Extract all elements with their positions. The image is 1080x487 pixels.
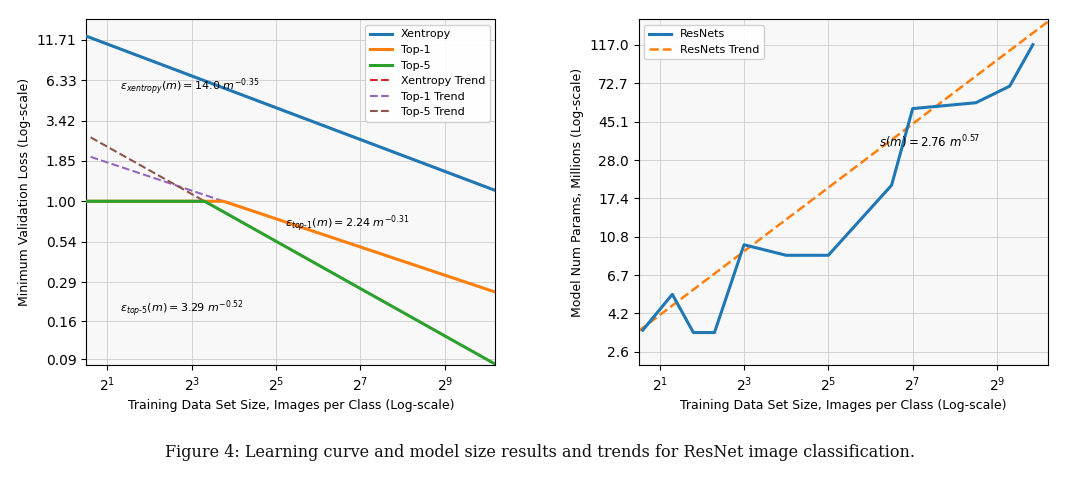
Xentropy Trend <box>489 187 502 193</box>
Xentropy <box>301 117 314 123</box>
Top-1 Trend <box>94 157 107 163</box>
ResNets Trend <box>976 68 989 74</box>
Line: ResNets Trend: ResNets Trend <box>638 22 1048 331</box>
Top-5 <box>415 320 428 326</box>
Top-1 <box>323 234 336 240</box>
Text: $\varepsilon_{top\text{-}5}(m) = 3.29\ m^{-0.52}$: $\varepsilon_{top\text{-}5}(m) = 3.29\ m… <box>120 298 244 319</box>
Top-5 Trend <box>90 138 103 144</box>
Top-1 <box>80 198 93 204</box>
Xentropy <box>480 184 492 190</box>
Line: ResNets: ResNets <box>643 45 1032 333</box>
Legend: ResNets, ResNets Trend: ResNets, ResNets Trend <box>644 25 764 59</box>
Xentropy Trend <box>84 35 97 41</box>
Xentropy <box>323 125 336 131</box>
Top-5 <box>489 361 502 367</box>
Line: Xentropy Trend: Xentropy Trend <box>91 38 496 190</box>
Top-5 Trend <box>122 156 135 162</box>
Line: Top-1 Trend: Top-1 Trend <box>91 157 255 212</box>
ResNets <box>1026 42 1039 48</box>
ResNets <box>906 106 919 112</box>
Top-1 <box>415 264 428 270</box>
Y-axis label: Model Num Params, Millions (Log-scale): Model Num Params, Millions (Log-scale) <box>570 68 583 317</box>
Top-1 Trend <box>248 209 261 215</box>
Line: Xentropy: Xentropy <box>86 36 496 190</box>
Xentropy Trend <box>324 125 337 131</box>
ResNets <box>666 291 679 297</box>
Top-1 Trend <box>241 206 254 212</box>
ResNets <box>1003 83 1016 89</box>
ResNets <box>636 327 649 333</box>
Xentropy Trend <box>451 173 464 179</box>
Xentropy <box>276 108 289 113</box>
Xentropy <box>274 107 287 112</box>
ResNets Trend <box>1041 19 1054 25</box>
Line: Top-5 Trend: Top-5 Trend <box>91 137 234 218</box>
Xentropy Trend <box>85 36 98 41</box>
Xentropy Trend <box>325 126 338 131</box>
Top-5 <box>323 268 336 274</box>
ResNets Trend <box>1003 48 1016 54</box>
Top-1 Trend <box>127 169 140 174</box>
Xentropy <box>489 187 502 193</box>
ResNets Trend <box>874 145 887 151</box>
Top-1 <box>301 226 314 232</box>
Text: Figure 4: Learning curve and model size results and trends for ResNet image clas: Figure 4: Learning curve and model size … <box>165 445 915 461</box>
ResNets <box>886 182 899 188</box>
Xentropy <box>415 160 428 166</box>
Top-5 <box>480 356 492 362</box>
ResNets <box>780 252 793 258</box>
ResNets <box>708 330 721 336</box>
Xentropy Trend <box>332 128 345 134</box>
Top-1 <box>274 217 287 223</box>
Top-1 Trend <box>84 154 97 160</box>
Top-5 Trend <box>84 134 97 140</box>
Xentropy Trend <box>426 164 438 169</box>
Top-5 Trend <box>228 215 241 221</box>
ResNets Trend <box>632 328 645 334</box>
Line: Top-5: Top-5 <box>86 201 496 364</box>
ResNets <box>822 252 835 258</box>
Top-5 Trend <box>111 150 124 155</box>
ResNets Trend <box>882 139 895 145</box>
Top-5 <box>80 198 93 204</box>
Top-1 <box>489 289 502 295</box>
X-axis label: Training Data Set Size, Images per Class (Log-scale): Training Data Set Size, Images per Class… <box>679 399 1007 412</box>
Text: $\varepsilon_{top\text{-}1}(m) = 2.24\ m^{-0.31}$: $\varepsilon_{top\text{-}1}(m) = 2.24\ m… <box>285 213 409 234</box>
ResNets <box>970 100 983 106</box>
Top-5 Trend <box>93 139 106 145</box>
Top-5 <box>274 241 287 247</box>
Top-5 <box>276 243 289 248</box>
Y-axis label: Minimum Validation Loss (Log-scale): Minimum Validation Loss (Log-scale) <box>18 78 31 306</box>
Text: $\varepsilon_{xentropy}(m) = 14.0\ m^{-0.35}$: $\varepsilon_{xentropy}(m) = 14.0\ m^{-0… <box>120 75 259 97</box>
Top-1 Trend <box>91 156 104 162</box>
Text: $s(m) = 2.76\ m^{0.57}$: $s(m) = 2.76\ m^{0.57}$ <box>879 133 981 150</box>
Top-5 Trend <box>215 208 228 214</box>
Top-5 Trend <box>220 211 233 217</box>
Top-1 <box>480 286 492 292</box>
Top-5 <box>301 256 314 262</box>
Xentropy <box>80 33 93 39</box>
Legend: Xentropy, Top-1, Top-5, Xentropy Trend, Top-1 Trend, Top-5 Trend: Xentropy, Top-1, Top-5, Xentropy Trend, … <box>365 25 490 122</box>
X-axis label: Training Data Set Size, Images per Class (Log-scale): Training Data Set Size, Images per Class… <box>127 399 455 412</box>
ResNets Trend <box>876 144 889 150</box>
ResNets <box>687 330 700 336</box>
ResNets <box>738 242 751 248</box>
Top-1 Trend <box>114 164 127 170</box>
Line: Top-1: Top-1 <box>86 201 496 292</box>
ResNets Trend <box>634 327 647 333</box>
Top-1 <box>276 218 289 224</box>
Top-1 Trend <box>234 204 247 210</box>
